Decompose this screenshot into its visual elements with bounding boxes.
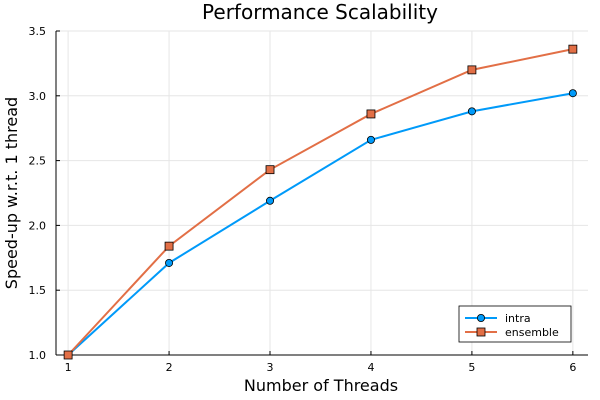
- legend-marker: [476, 313, 485, 322]
- data-point-ensemble: [164, 241, 174, 251]
- data-point-intra: [467, 107, 476, 116]
- chart-title: Performance Scalability: [202, 0, 438, 24]
- data-point-ensemble: [467, 65, 477, 75]
- data-point-ensemble: [63, 350, 73, 360]
- data-point-ensemble: [265, 165, 275, 175]
- x-tick-label: 1: [65, 361, 72, 374]
- x-tick-label: 2: [166, 361, 173, 374]
- data-point-ensemble: [366, 109, 376, 119]
- y-tick-label: 1.5: [29, 284, 47, 297]
- x-tick-label: 6: [569, 361, 576, 374]
- x-axis-label: Number of Threads: [244, 376, 398, 395]
- data-point-intra: [366, 135, 375, 144]
- y-tick-label: 2.5: [29, 155, 47, 168]
- x-tick-label: 3: [267, 361, 274, 374]
- series-layer: [63, 44, 578, 360]
- y-tick-label: 3.0: [29, 90, 47, 103]
- y-axis-label: Speed-up w.r.t. 1 thread: [2, 97, 21, 289]
- data-point-intra: [266, 196, 275, 205]
- data-point-intra: [165, 258, 174, 267]
- y-tick-label: 3.5: [29, 25, 47, 38]
- y-tick-label: 2.0: [29, 219, 47, 232]
- data-point-intra: [568, 89, 577, 98]
- legend-item-ensemble: ensemble: [465, 326, 559, 339]
- series-ensemble: [63, 44, 578, 360]
- legend-item-intra: intra: [465, 312, 531, 325]
- series-line-intra: [67, 92, 574, 356]
- x-tick-label: 5: [468, 361, 475, 374]
- legend-marker: [476, 327, 486, 337]
- data-point-ensemble: [568, 44, 578, 54]
- legend-label: intra: [505, 312, 531, 325]
- x-tick-label: 4: [367, 361, 374, 374]
- series-line-ensemble: [67, 48, 574, 356]
- legend-label: ensemble: [505, 326, 559, 339]
- y-tick-label: 1.0: [29, 349, 47, 362]
